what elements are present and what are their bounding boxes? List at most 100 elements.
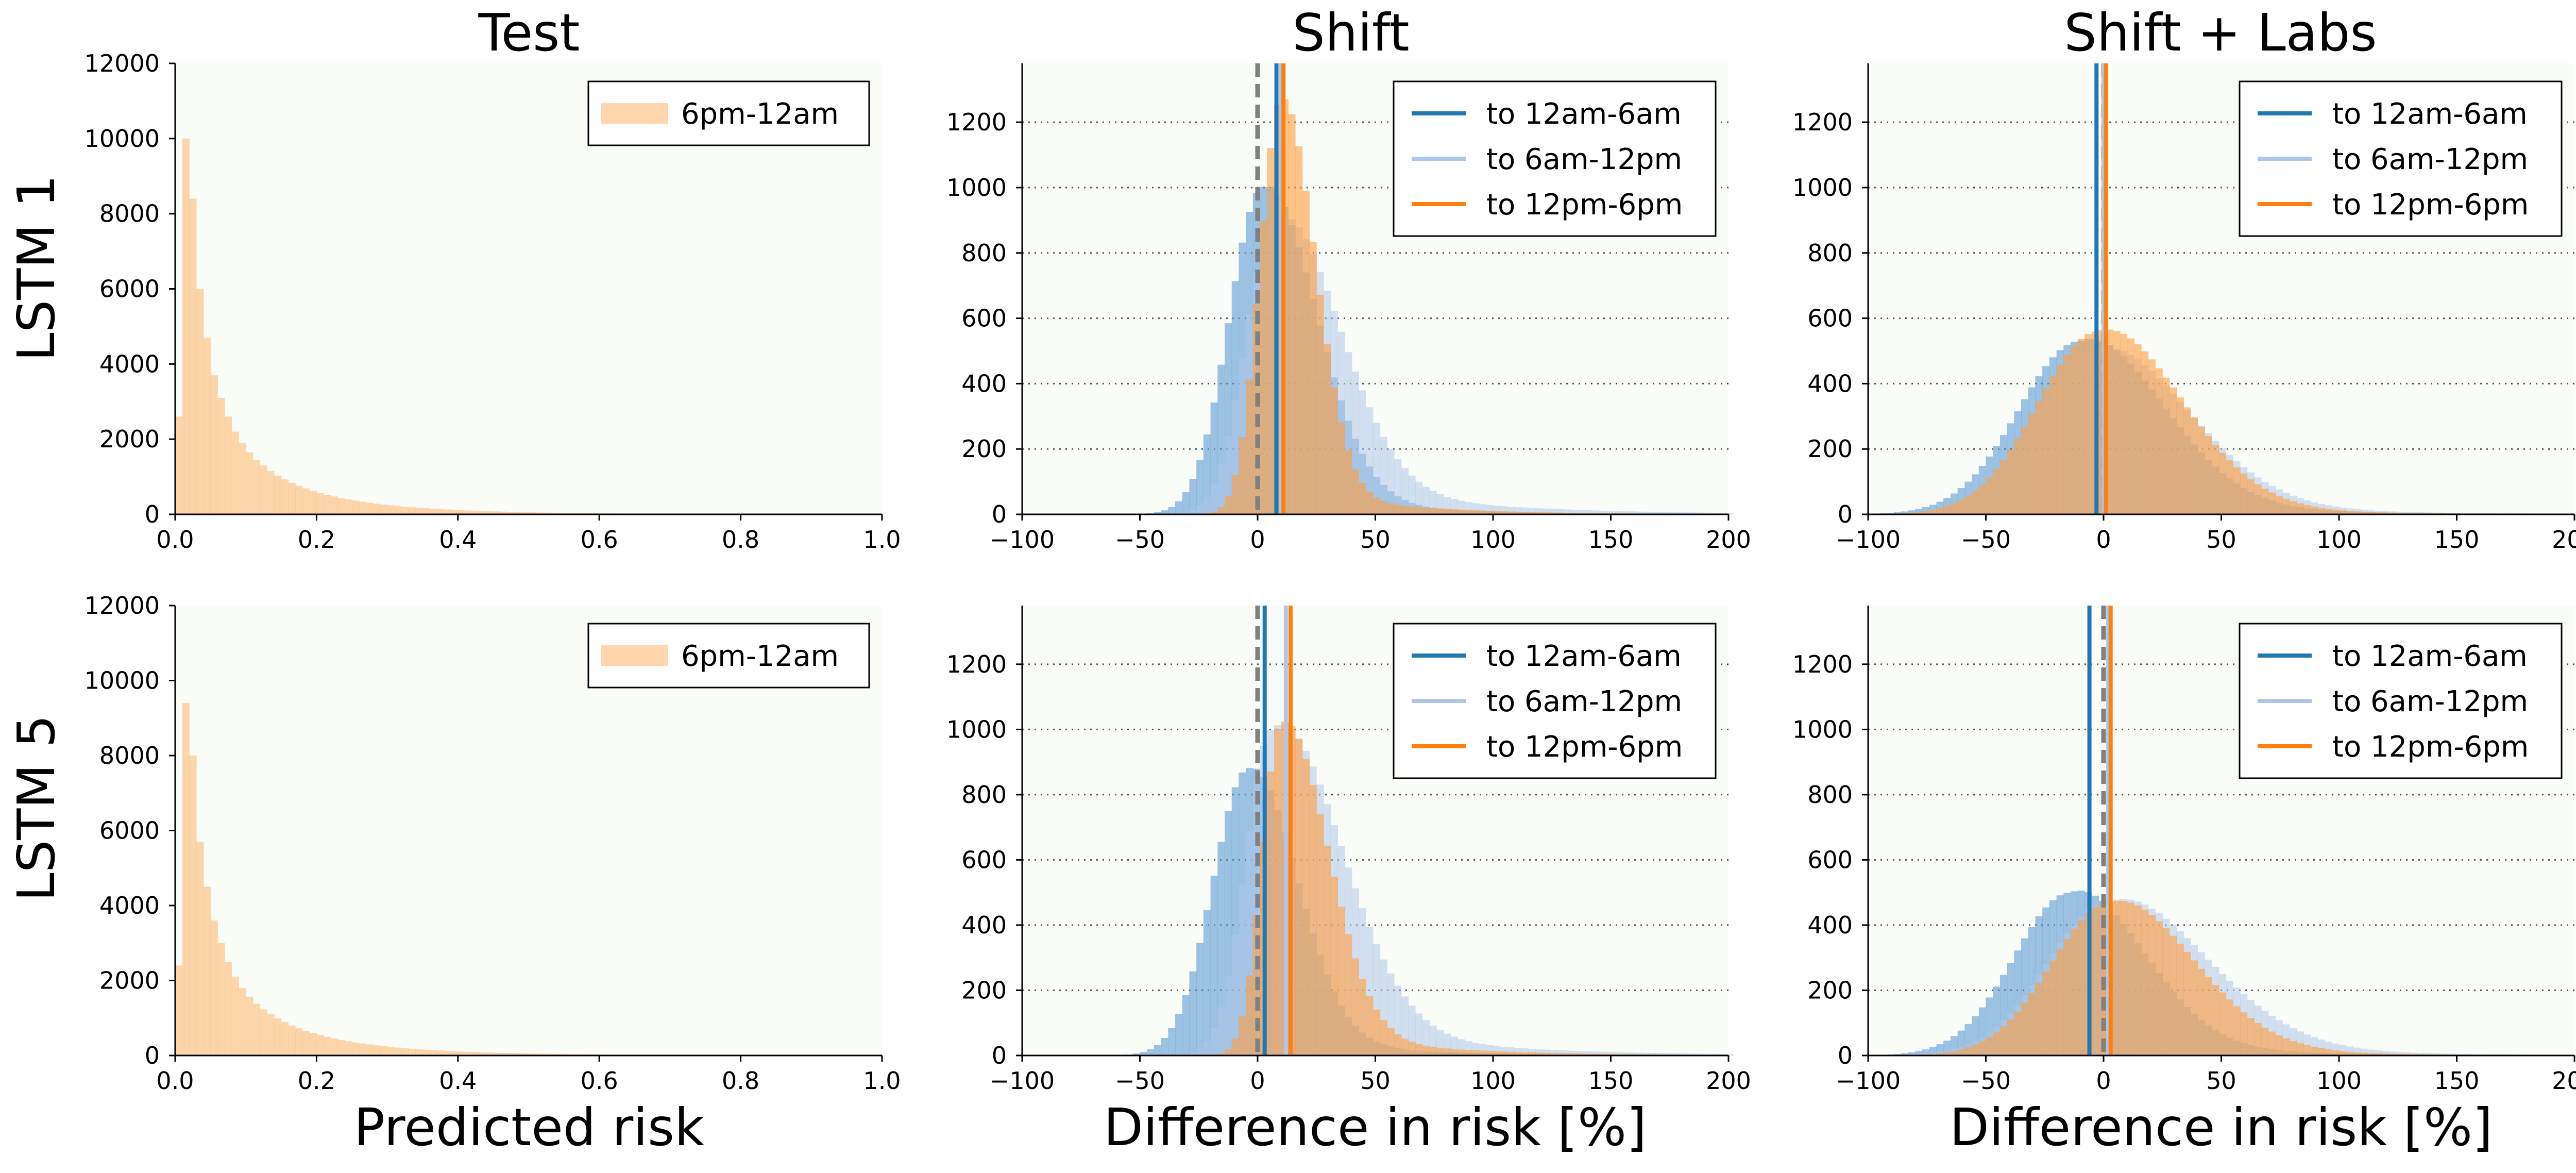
histogram-bar <box>457 1051 466 1055</box>
histogram-bar <box>436 509 444 514</box>
histogram-bar <box>1337 423 1345 514</box>
histogram-bar <box>1203 1041 1211 1055</box>
histogram-bar <box>225 962 232 1055</box>
histogram-bar <box>1514 511 1522 514</box>
histogram-bar <box>2275 496 2283 514</box>
y-tick-label: 800 <box>1807 239 1853 267</box>
x-tick-label: 50 <box>2206 1067 2236 1095</box>
histogram-bar <box>486 511 494 514</box>
y-tick-label: 200 <box>961 976 1007 1004</box>
histogram-bar <box>1366 492 1374 514</box>
row-label-lstm5: LSTM 5 <box>6 715 66 901</box>
histogram-bar <box>1210 511 1218 514</box>
histogram-bar <box>1450 509 1458 514</box>
histogram-bar <box>231 977 239 1055</box>
histogram-bar <box>2367 1049 2375 1055</box>
histogram-bar <box>2303 1045 2311 1055</box>
histogram-bar <box>1182 995 1190 1055</box>
panel-6: −100 −50 0 50 100 150 200 0 200 400 600 800 1000 1200… <box>1792 606 2576 1095</box>
histogram-bar <box>2317 508 2326 514</box>
histogram-bar <box>1578 510 1585 514</box>
x-tick-label: 150 <box>1588 1067 1634 1095</box>
histogram-bar <box>1978 484 1986 514</box>
x-tick-label: 100 <box>2316 526 2362 554</box>
histogram-bar <box>2317 1048 2326 1055</box>
histogram-bar <box>1471 510 1480 514</box>
histogram-bar <box>2388 1053 2396 1055</box>
histogram-bar <box>1217 1007 1225 1055</box>
histogram-bar <box>2169 387 2177 514</box>
histogram-bar <box>352 500 360 514</box>
histogram-bar <box>1429 508 1437 514</box>
histogram-bar <box>2367 512 2375 514</box>
histogram-bar <box>1972 490 1979 514</box>
histogram-bar <box>281 479 289 514</box>
histogram-bar <box>1999 1026 2008 1055</box>
histogram-bar <box>2056 949 2064 1055</box>
histogram-bar <box>1493 1051 1501 1055</box>
histogram-bar <box>1189 971 1197 1055</box>
panel-2: −100 −50 0 50 100 150 200 0 200 400 600 800 1000 1200… <box>946 63 1751 554</box>
histogram-bar <box>1465 1050 1472 1055</box>
histogram-bar <box>1154 1045 1162 1055</box>
histogram-bar <box>1936 1053 1944 1055</box>
histogram-bar <box>1486 1051 1494 1055</box>
legend: 6pm-12am <box>587 623 870 689</box>
histogram-bar <box>203 338 211 514</box>
histogram-bar <box>2339 510 2347 514</box>
x-tick-label: 150 <box>1588 526 1634 554</box>
histogram-bar <box>2042 971 2050 1055</box>
histogram-bar <box>1189 509 1197 514</box>
histogram-bar <box>2084 334 2092 514</box>
histogram-bar <box>281 1022 289 1055</box>
legend-swatch <box>601 645 668 666</box>
histogram-bar <box>2028 993 2036 1055</box>
histogram-bar <box>1302 759 1310 1055</box>
y-tick-label: 600 <box>1807 846 1853 874</box>
histogram-bar <box>401 1048 409 1055</box>
y-tick-label: 4000 <box>99 350 160 378</box>
x-tick-label: −50 <box>1115 526 1165 554</box>
histogram-bar <box>1507 1051 1515 1055</box>
x-tick-label: 100 <box>2316 1067 2362 1095</box>
histogram-bar <box>1591 510 1600 514</box>
histogram-bar <box>1225 1049 1232 1055</box>
histogram-bar <box>1570 1050 1579 1055</box>
legend: to 12am-6am to 6am-12pm to 12pm-6pm <box>1393 623 1717 779</box>
histogram-bar <box>493 1052 501 1055</box>
histogram-bar <box>1922 511 1930 514</box>
histogram-bar <box>429 508 437 514</box>
y-tick-label: 600 <box>961 846 1007 874</box>
histogram-bar <box>1585 1051 1592 1055</box>
histogram-bar <box>2388 512 2396 514</box>
histogram-bar <box>387 1047 395 1055</box>
histogram-bar <box>2183 952 2191 1055</box>
histogram-bar <box>359 501 366 514</box>
histogram-bar <box>1458 1049 1465 1055</box>
histogram-bar <box>2424 1053 2431 1055</box>
histogram-bar <box>324 1036 331 1055</box>
legend-label: to 6am-12pm <box>2332 143 2528 176</box>
histogram-bar <box>2148 359 2156 514</box>
histogram-bar <box>2092 907 2099 1055</box>
histogram-bar <box>1641 1052 1649 1055</box>
x-tick-label: −100 <box>990 526 1055 554</box>
histogram-bar <box>415 1049 423 1055</box>
histogram-bar <box>529 1053 536 1055</box>
histogram-bar <box>2261 489 2269 514</box>
histogram-bar <box>1556 1050 1564 1055</box>
histogram-bar <box>1606 1052 1614 1055</box>
histogram-bar <box>1542 512 1550 514</box>
histogram-bar <box>1978 1041 1986 1055</box>
histogram-bar <box>1444 509 1451 514</box>
histogram-bar <box>1450 1049 1458 1055</box>
y-tick-label: 400 <box>961 911 1007 939</box>
histogram-bar <box>345 499 352 514</box>
histogram-bar <box>1323 344 1331 514</box>
histogram-bar <box>2374 512 2382 514</box>
histogram-bar <box>1225 435 1232 514</box>
x-tick-label: 200 <box>2552 526 2576 554</box>
histogram-bar <box>2191 417 2198 514</box>
histogram-bar <box>1161 510 1168 514</box>
histogram-bar <box>1964 495 1972 514</box>
